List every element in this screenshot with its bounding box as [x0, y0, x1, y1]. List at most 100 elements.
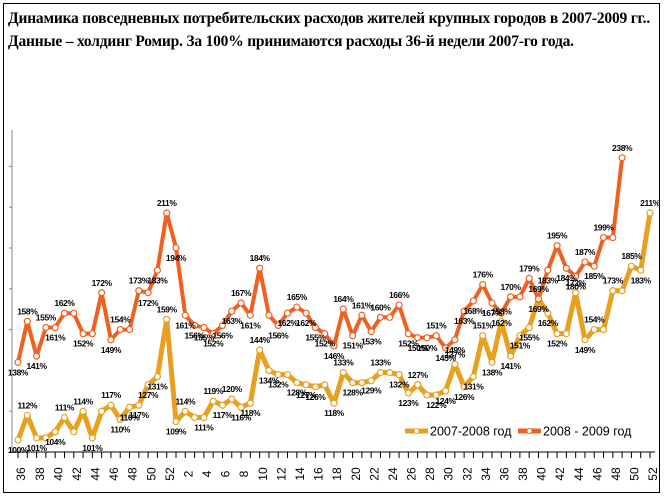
data-label: 172% [92, 278, 113, 288]
data-point [488, 358, 496, 366]
data-label: 162% [54, 298, 75, 308]
x-tick-label: 12 [274, 467, 288, 481]
data-label: 123% [398, 398, 419, 408]
data-label: 160% [370, 302, 391, 312]
data-label: 145% [435, 353, 456, 363]
data-point [218, 321, 227, 330]
data-point [98, 407, 106, 415]
x-tick-label: 4 [200, 470, 214, 477]
data-point [153, 266, 162, 274]
data-label: 118% [324, 408, 345, 418]
data-point [218, 401, 227, 409]
data-label: 141% [27, 361, 48, 371]
data-point [163, 315, 171, 323]
data-point [627, 262, 636, 270]
data-point [497, 309, 505, 317]
x-tick-label: 38 [516, 467, 530, 481]
data-label: 166% [389, 290, 410, 300]
x-tick-label: 22 [367, 467, 381, 481]
x-tick-label: 16 [312, 467, 326, 481]
x-tick-label: 2 [181, 470, 195, 477]
data-label: 152% [398, 339, 419, 349]
data-label: 146% [324, 351, 345, 361]
data-point [581, 336, 589, 344]
data-label: 127% [138, 390, 159, 400]
data-point [441, 344, 450, 352]
data-label: 155% [36, 313, 57, 323]
data-label: 117% [129, 410, 150, 420]
data-label: 141% [501, 361, 522, 371]
data-label: 162% [277, 318, 298, 328]
data-point [125, 325, 134, 334]
x-tick-label: 42 [553, 467, 567, 481]
data-point [70, 309, 78, 317]
data-point [283, 370, 292, 379]
data-point [553, 330, 561, 338]
data-label: 128% [287, 388, 308, 398]
data-point [553, 242, 561, 250]
data-label: 151% [343, 341, 364, 351]
data-label: 163% [222, 316, 243, 326]
data-point [274, 370, 282, 379]
data-label: 199% [593, 223, 614, 233]
data-point [330, 342, 338, 350]
data-label: 127% [296, 390, 317, 400]
data-point [116, 415, 124, 424]
axes: 36 38 40 42 44 46 48 50 52 2 4 6 8 10 12 14 16 18 20 22 24 26… [9, 130, 660, 481]
x-tick-label: 14 [293, 467, 307, 481]
data-point [32, 434, 41, 442]
data-point [609, 287, 617, 295]
x-tick-label: 20 [349, 467, 363, 481]
data-label: 116% [231, 412, 252, 422]
data-point [293, 379, 301, 387]
data-label: 184% [556, 273, 577, 283]
data-point [386, 313, 394, 321]
data-label: 151% [426, 321, 447, 331]
data-point [414, 381, 422, 389]
data-label: 161% [45, 333, 66, 343]
data-point [479, 332, 487, 340]
data-point [153, 373, 162, 381]
x-tick-label: 26 [405, 467, 419, 481]
data-label: 131% [147, 382, 168, 392]
data-point [88, 330, 96, 338]
data-label: 185% [621, 251, 642, 261]
data-point [228, 395, 236, 403]
data-point [348, 379, 357, 387]
data-label: 128% [343, 388, 364, 398]
data-label: 117% [101, 390, 122, 400]
data-point [200, 413, 208, 422]
data-labels: 100%112%101%104%111%114%101%117%110%116%… [8, 143, 661, 455]
data-point [506, 352, 515, 360]
data-point [423, 334, 431, 342]
data-label: 101% [82, 443, 103, 453]
data-point [637, 266, 645, 274]
data-point [339, 305, 347, 313]
data-label: 211% [640, 198, 661, 208]
data-point [460, 383, 468, 391]
data-point [395, 301, 403, 309]
x-tick-label: 44 [572, 467, 586, 481]
data-point [88, 434, 96, 442]
data-label: 138% [8, 367, 29, 377]
data-point [256, 264, 264, 272]
data-point [200, 323, 208, 332]
data-label: 195% [547, 231, 568, 241]
data-point [79, 330, 87, 338]
data-label: 161% [175, 320, 196, 330]
data-point [367, 328, 375, 336]
data-label: 150% [417, 343, 438, 353]
data-point [246, 399, 254, 407]
data-point [237, 403, 245, 411]
x-tick-label: 36 [497, 467, 511, 481]
data-label: 109% [166, 427, 187, 437]
data-label: 116% [120, 412, 141, 422]
series-lines [14, 154, 654, 444]
data-point [590, 325, 598, 334]
data-point [618, 154, 626, 162]
data-label: 112% [17, 400, 38, 410]
data-point [423, 391, 431, 399]
data-point [42, 323, 50, 332]
data-point [609, 233, 617, 242]
